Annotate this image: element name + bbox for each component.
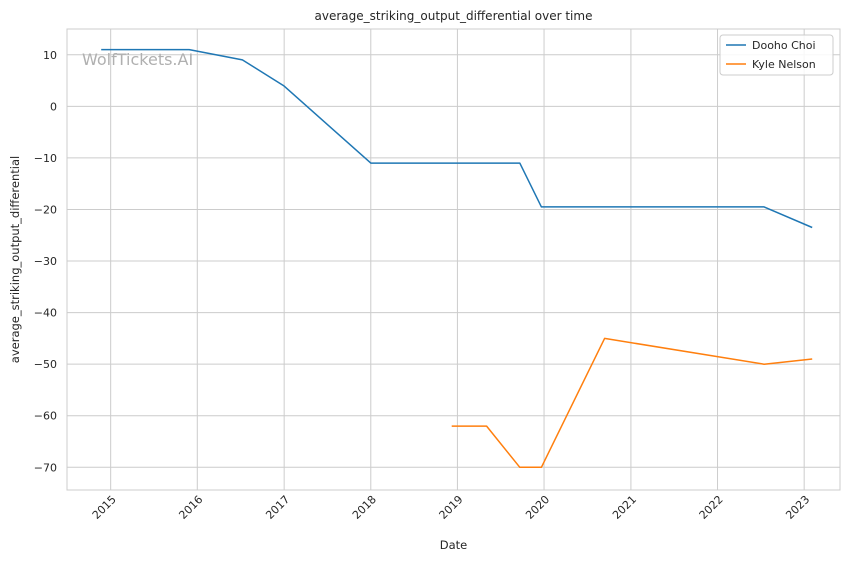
y-tick-label: −10 (34, 152, 57, 165)
x-tick-label: 2022 (697, 493, 726, 522)
grid (67, 29, 840, 490)
series-lines (101, 48, 813, 469)
chart-title: average_striking_output_differential ove… (315, 9, 593, 23)
y-tick-label: 0 (50, 100, 57, 113)
legend-label-dooho-choi: Dooho Choi (752, 39, 816, 52)
legend-label-kyle-nelson: Kyle Nelson (752, 58, 816, 71)
series-line-dooho-choi (101, 48, 813, 229)
x-tick-label: 2016 (176, 493, 205, 522)
x-tick-labels: 2015 2016 2017 2018 2019 2020 2021 2022 2023 (90, 493, 812, 522)
y-tick-label: −50 (34, 358, 57, 371)
y-tick-label: −40 (34, 307, 57, 320)
x-tick-label: 2020 (523, 493, 552, 522)
legend-box (719, 34, 834, 76)
y-tick-label: −30 (34, 255, 57, 268)
legend: Dooho Choi Kyle Nelson (719, 34, 834, 76)
y-tick-label: −60 (34, 410, 57, 423)
y-tick-label: −70 (34, 461, 57, 474)
x-axis-label: Date (440, 538, 468, 552)
x-tick-label: 2017 (263, 493, 292, 522)
watermark: WolfTickets.AI (82, 50, 193, 69)
x-tick-label: 2019 (437, 493, 466, 522)
y-axis-label: average_striking_output_differential (8, 156, 22, 363)
y-tick-label: 10 (43, 49, 57, 62)
x-tick-label: 2018 (350, 493, 379, 522)
y-tick-labels: 10 0 −10 −20 −30 −40 −50 −60 −70 (34, 49, 57, 475)
y-tick-label: −20 (34, 203, 57, 216)
x-tick-label: 2021 (610, 493, 639, 522)
x-tick-label: 2023 (783, 493, 812, 522)
series-line-kyle-nelson (451, 337, 813, 469)
x-tick-label: 2015 (90, 493, 119, 522)
plot-frame (66, 28, 841, 491)
